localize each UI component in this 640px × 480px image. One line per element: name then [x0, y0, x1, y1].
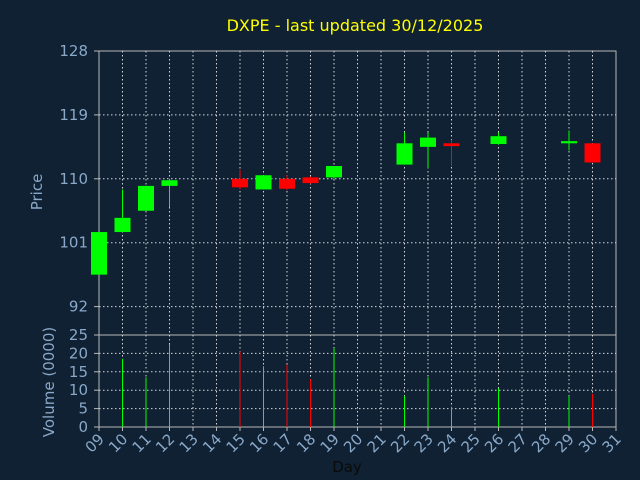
day-tick-label: 25 [458, 430, 484, 456]
candle [91, 232, 107, 275]
x-axis-label: Day [332, 458, 362, 476]
candle [584, 143, 601, 163]
day-tick-label: 19 [317, 430, 343, 456]
day-tick-label: 29 [552, 430, 578, 456]
candle [232, 169, 248, 190]
day-tick-label: 15 [223, 430, 249, 456]
day-tick-label: 16 [246, 430, 272, 456]
volume-tick-label: 0 [78, 418, 88, 436]
day-tick-label: 20 [340, 430, 366, 456]
candle [561, 130, 577, 151]
price-tick-label: 101 [59, 234, 88, 252]
volume-tick-label: 15 [69, 363, 88, 381]
candle [420, 132, 436, 169]
volume-tick-label: 20 [69, 344, 88, 362]
candle [302, 176, 319, 184]
candle [396, 132, 413, 165]
candle [161, 178, 178, 208]
volume-tick-label: 25 [69, 326, 88, 344]
price-tick-label: 110 [59, 170, 88, 188]
day-tick-label: 18 [293, 430, 319, 456]
candle-body [326, 166, 342, 178]
day-tick-label: 24 [434, 430, 460, 456]
day-tick-label: 26 [481, 430, 507, 456]
candle [443, 139, 460, 167]
candle [490, 132, 507, 145]
day-tick-label: 22 [387, 430, 413, 456]
day-tick-label: 13 [176, 430, 202, 456]
price-tick-label: 92 [69, 298, 88, 316]
grid-layer [94, 50, 617, 431]
candle-body [561, 141, 577, 144]
candle-body [91, 232, 107, 275]
candle-body [443, 143, 460, 147]
day-tick-label: 27 [505, 430, 531, 456]
price-tick-label: 119 [59, 106, 88, 124]
day-tick-label: 31 [599, 430, 625, 456]
candle [326, 166, 342, 179]
volume-bars [122, 344, 593, 427]
candle-body [114, 217, 131, 233]
price-tick-label: 128 [59, 42, 88, 60]
tick-labels: 1281191101019225201510500910111213141516… [59, 42, 624, 456]
day-tick-label: 21 [364, 430, 390, 456]
candle [255, 175, 272, 190]
candle-body [302, 177, 319, 184]
day-tick-label: 14 [199, 430, 225, 456]
candle-body [161, 180, 178, 186]
day-tick-label: 17 [270, 430, 296, 456]
day-tick-label: 28 [528, 430, 554, 456]
day-tick-label: 30 [575, 430, 601, 456]
day-tick-label: 12 [152, 430, 178, 456]
candle-body [138, 185, 154, 211]
volume-panel-frame [98, 334, 617, 428]
candle-body [420, 137, 436, 147]
candle [279, 175, 295, 191]
candle-body [584, 143, 601, 163]
day-tick-label: 11 [129, 430, 155, 456]
candle [114, 189, 131, 233]
volume-tick-label: 10 [69, 381, 88, 399]
candle-body [279, 178, 295, 189]
day-tick-label: 10 [105, 430, 131, 456]
day-tick-label: 23 [411, 430, 437, 456]
candles [91, 130, 601, 275]
candle-body [232, 178, 248, 188]
candle-body [396, 143, 413, 165]
volume-tick-label: 5 [78, 400, 88, 418]
candle-body [255, 175, 272, 190]
chart-title: DXPE - last updated 30/12/2025 [227, 16, 484, 35]
candle-body [490, 136, 507, 145]
volume-axis-label: Volume (0000) [40, 327, 58, 437]
price-axis-label: Price [28, 174, 46, 211]
candle [138, 185, 154, 211]
